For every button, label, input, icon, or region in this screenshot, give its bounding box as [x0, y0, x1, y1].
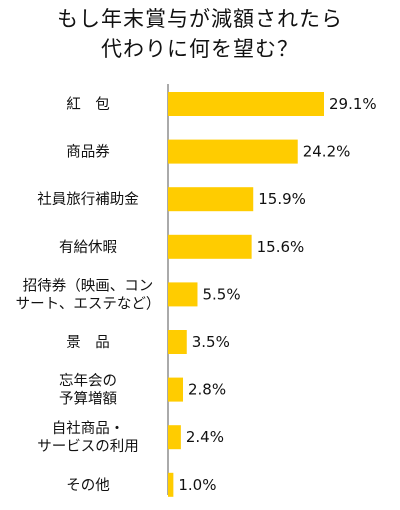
bar [168, 330, 187, 354]
bar [168, 472, 174, 497]
bar [168, 139, 298, 164]
chart-title: もし年末賞与が減額されたら 代わりに何を望む？ [0, 4, 400, 64]
category-label: 有給休暇 [59, 239, 117, 256]
category-label: その他 [66, 477, 110, 494]
bar [168, 377, 184, 402]
bar-value-label: 15.9% [258, 190, 306, 208]
category-label: 予算増額 [59, 391, 117, 408]
category-label: 招待券（映画、コン [23, 277, 154, 294]
bar [168, 92, 324, 116]
bar-value-label: 1.0% [178, 476, 216, 494]
bar [168, 282, 198, 307]
category-label: 景 品 [66, 334, 110, 351]
bar-value-label: 5.5% [202, 285, 240, 303]
bar [168, 425, 181, 450]
bar-value-label: 3.5% [192, 333, 230, 351]
chart-title-line-2: 代わりに何を望む？ [101, 37, 299, 61]
bar-value-label: 24.2% [303, 143, 351, 161]
category-label: 紅 包 [66, 96, 110, 113]
chart-title-line-1: もし年末賞与が減額されたら [57, 7, 343, 31]
category-label: 忘年会の [59, 373, 117, 390]
bar [168, 234, 252, 259]
category-label: サート、エステなど） [16, 295, 161, 312]
bar-value-label: 15.6% [257, 238, 305, 256]
category-label: 社員旅行補助金 [37, 191, 139, 208]
category-label: 自社商品・ [52, 420, 125, 437]
bar-value-label: 2.4% [186, 428, 224, 446]
category-label: 商品券 [66, 144, 110, 161]
bar-value-label: 29.1% [329, 95, 377, 113]
bar-value-label: 2.8% [188, 381, 226, 399]
bar [168, 187, 254, 212]
category-label: サービスの利用 [37, 438, 139, 455]
